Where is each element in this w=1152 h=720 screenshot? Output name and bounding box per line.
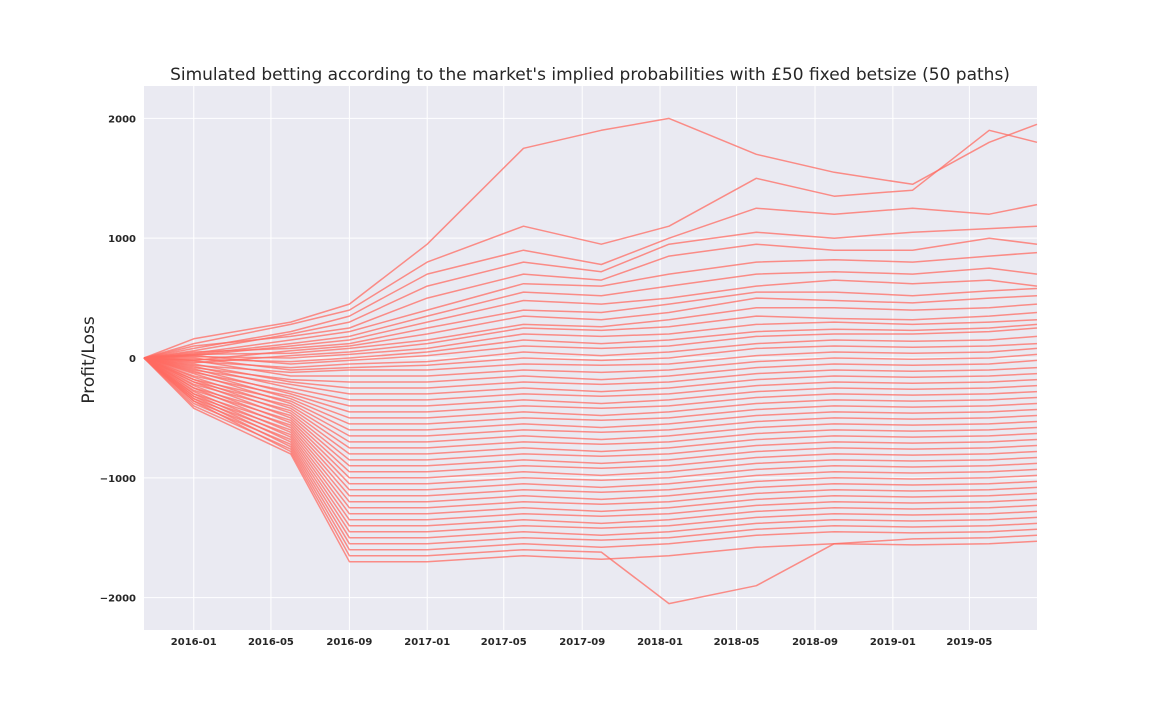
series-line	[143, 323, 1038, 363]
series-line	[143, 203, 1038, 359]
series-line	[143, 357, 1038, 413]
series-line	[143, 357, 1038, 545]
x-tick-label: 2016-05	[248, 637, 294, 648]
series-line	[143, 357, 1038, 425]
series-line	[143, 335, 1038, 369]
x-tick-label: 2018-05	[714, 637, 760, 648]
series-line	[143, 357, 1038, 533]
y-tick-label: 1000	[108, 234, 136, 245]
series-line	[143, 357, 1038, 497]
series-line	[143, 311, 1038, 364]
series-line	[143, 357, 1038, 461]
series-line	[143, 357, 1038, 383]
x-tick-label: 2017-09	[559, 637, 605, 648]
series-line	[143, 357, 1038, 443]
series-line	[143, 318, 1038, 359]
x-tick-label: 2019-01	[870, 637, 916, 648]
y-tick-labels: 2000 1000 0 −1000 −2000	[100, 114, 136, 604]
series-line	[143, 357, 1038, 539]
series-line	[143, 347, 1038, 374]
series-line	[143, 357, 1038, 389]
series-line	[143, 225, 1038, 359]
chart-title: Simulated betting according to the marke…	[170, 65, 1010, 85]
series-line	[143, 357, 1038, 473]
series-line	[143, 357, 1038, 467]
series-line	[143, 117, 1038, 359]
x-tick-label: 2018-01	[637, 637, 683, 648]
series-line	[143, 357, 1038, 395]
series-line	[143, 357, 1038, 485]
series-line	[143, 129, 1038, 359]
series-line	[143, 357, 1038, 455]
series-line	[143, 357, 1038, 503]
y-tick-label: 2000	[108, 114, 136, 125]
y-tick-label: −2000	[100, 594, 136, 605]
x-tick-label: 2018-09	[792, 637, 838, 648]
series-line	[143, 357, 1038, 401]
series-line	[143, 279, 1038, 359]
series-line	[143, 353, 1038, 377]
y-axis-label: Profit/Loss	[79, 316, 99, 404]
series-line	[143, 287, 1038, 359]
series-line	[143, 357, 1038, 527]
series-line	[143, 357, 1038, 479]
series-line	[144, 342, 1038, 371]
series-line	[143, 303, 1038, 359]
series-line	[143, 357, 1038, 509]
series-line	[143, 251, 1038, 359]
series-line	[143, 357, 1038, 407]
y-tick-label: 0	[129, 354, 136, 365]
series-line	[143, 357, 1038, 605]
series-lines	[143, 117, 1038, 605]
x-tick-label: 2016-09	[326, 637, 372, 648]
series-line	[143, 357, 1038, 419]
series-line	[143, 267, 1038, 359]
series-line	[143, 357, 1038, 515]
series-line	[143, 357, 1038, 491]
x-tick-label: 2019-05	[946, 637, 992, 648]
series-line	[143, 237, 1038, 359]
x-tick-label: 2017-01	[404, 637, 450, 648]
x-tick-label: 2017-05	[481, 637, 527, 648]
series-line	[143, 357, 1038, 431]
y-tick-label: −1000	[100, 474, 136, 485]
series-line	[143, 357, 1038, 449]
series-line	[143, 357, 1038, 437]
series-line	[143, 294, 1038, 362]
series-line	[143, 357, 1038, 521]
series-line	[143, 357, 1038, 551]
series-line	[143, 357, 1038, 563]
x-tick-labels: 2016-01 2016-05 2016-09 2017-01 2017-05 2017-…	[171, 637, 993, 648]
x-tick-label: 2016-01	[171, 637, 217, 648]
series-line	[143, 327, 1038, 365]
